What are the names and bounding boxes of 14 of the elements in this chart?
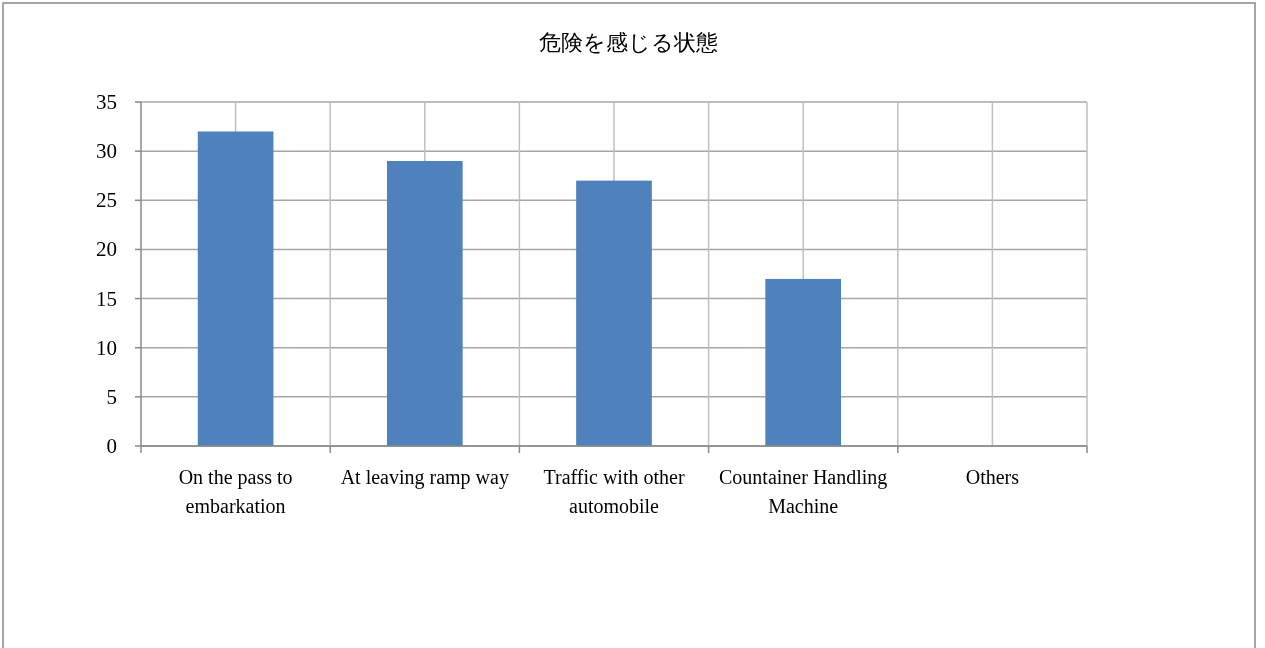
x-tick-label: Countainer Handling Machine (719, 466, 888, 517)
y-tick-label: 15 (96, 286, 117, 311)
x-tick-label: Traffic with other automobile (543, 466, 685, 517)
x-tick-label: On the pass to embarkation (178, 466, 293, 517)
x-tick-label: At leaving ramp way (340, 466, 509, 489)
y-tick-label: 5 (106, 384, 117, 409)
chart-title: 危険を感じる状態 (538, 30, 718, 55)
y-tick-label: 25 (96, 188, 117, 213)
y-tick-label: 20 (96, 237, 117, 262)
y-tick-label: 30 (96, 139, 117, 164)
y-tick-label: 0 (106, 434, 117, 458)
x-tick-label: Others (965, 466, 1020, 488)
y-tick-label: 10 (96, 335, 117, 360)
y-tick-label: 35 (96, 90, 117, 114)
